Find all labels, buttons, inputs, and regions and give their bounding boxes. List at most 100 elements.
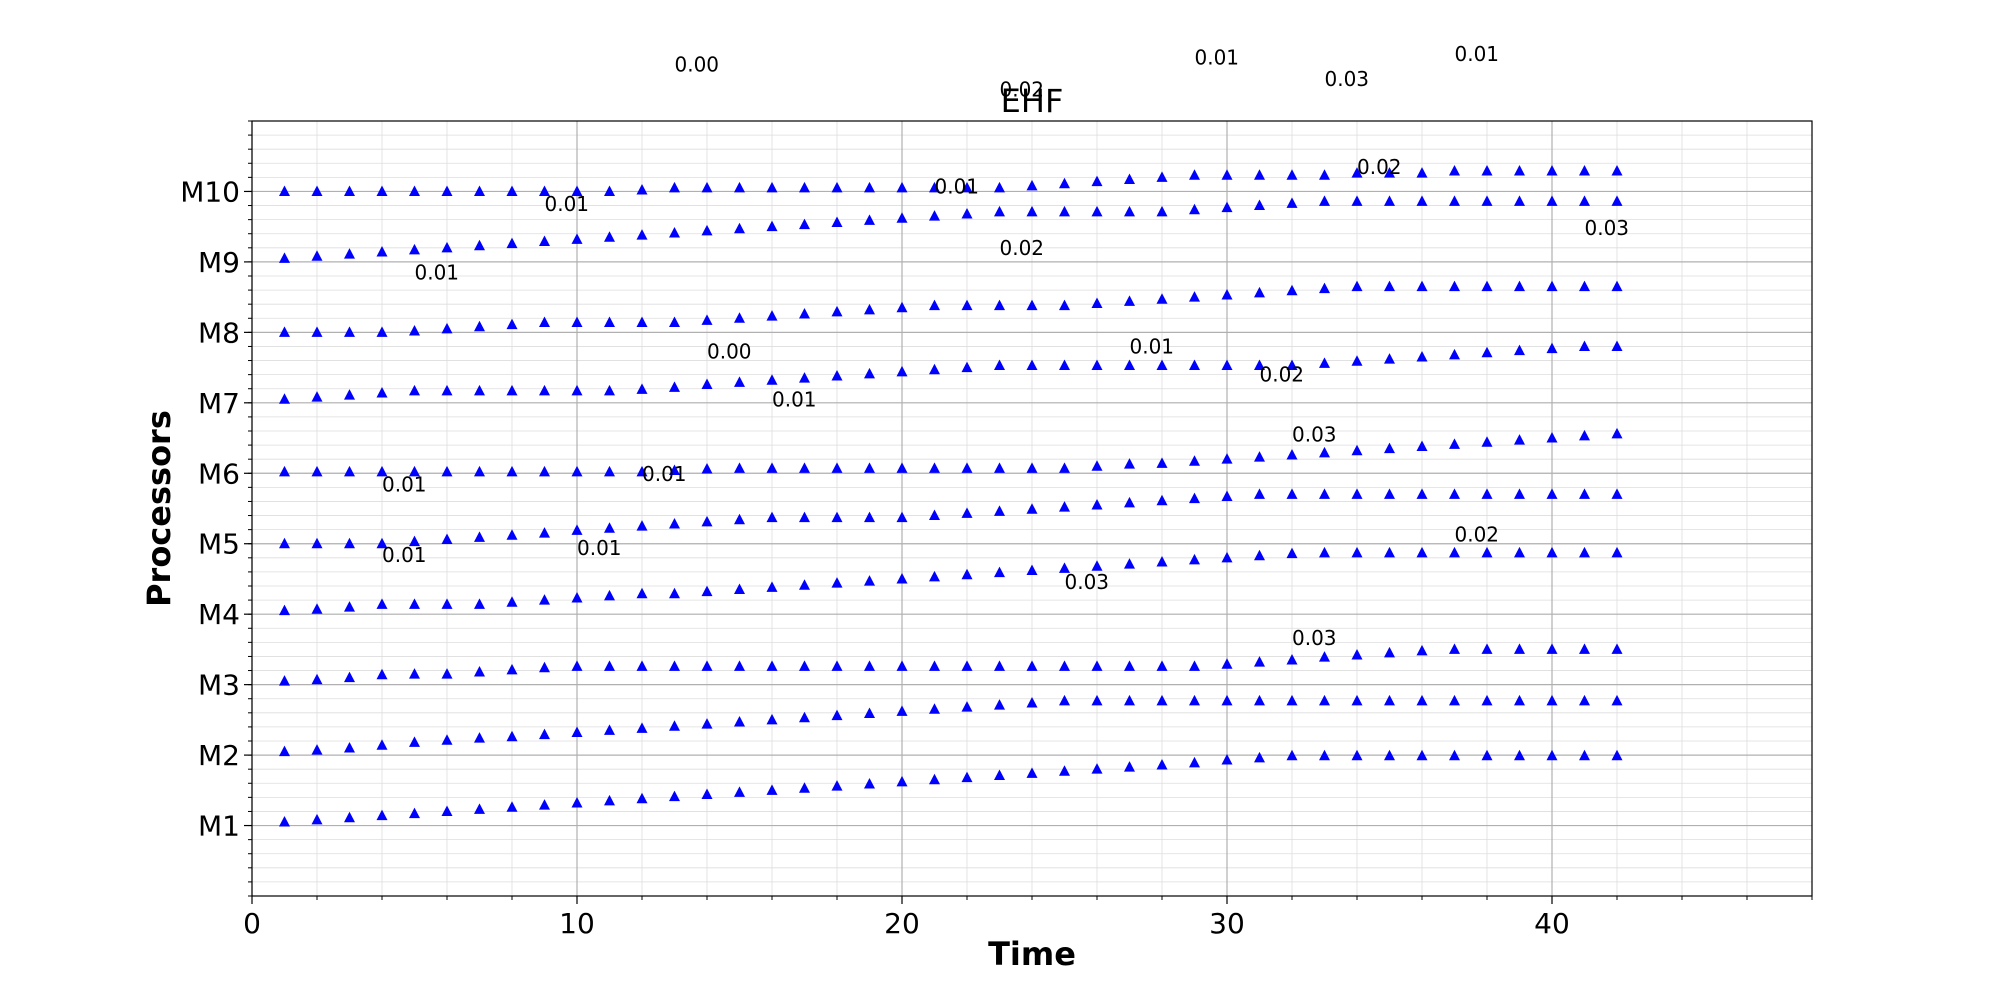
data-point [1351,444,1363,456]
x-tick-label: 10 [559,907,595,940]
y-tick-label: M3 [198,669,240,702]
data-point [1449,694,1460,706]
data-annotation: 0.01 [382,543,427,567]
data-point [1189,455,1200,466]
data-point [1124,694,1135,706]
data-point [474,598,485,609]
data-point [1091,694,1103,706]
data-point [1579,429,1590,441]
y-tick-label: M6 [198,457,240,490]
data-annotation: 0.01 [382,473,427,497]
data-point [1351,546,1363,558]
data-point [506,730,518,742]
data-point [1124,205,1135,217]
data-point [409,384,420,396]
data-point [1384,546,1395,558]
data-point [604,316,615,327]
data-point [604,589,615,601]
data-point [376,465,388,477]
data-point [766,181,778,193]
data-point [669,720,680,731]
data-point [799,711,810,723]
data-point [734,583,745,595]
data-point [571,726,583,738]
data-point [571,660,583,671]
x-axis-title: Time [988,935,1076,973]
data-point [929,773,940,785]
data-point [636,465,648,477]
data-point [1546,749,1558,761]
y-tick-label: M9 [198,246,240,279]
data-point [1319,546,1330,558]
data-point [1546,195,1558,206]
data-point [1514,344,1525,356]
data-point [409,668,420,679]
data-point [1579,195,1590,206]
data-point [1384,749,1395,761]
data-point [1611,195,1623,206]
data-point [409,324,420,336]
data-point [506,529,518,540]
data-point [929,210,940,221]
data-point [1286,359,1298,370]
data-point [1286,448,1298,460]
data-point [1189,359,1200,370]
data-point [1514,488,1525,499]
data-point [1611,427,1623,439]
data-point [896,365,908,377]
data-point [831,511,843,523]
data-point [1319,694,1330,706]
data-point [961,299,973,311]
data-point [1221,694,1233,706]
series-m6 [279,427,1623,477]
data-point [994,299,1005,311]
data-point [1319,488,1330,499]
series-m1 [279,749,1623,827]
data-annotation: 0.01 [772,387,817,411]
data-point [994,462,1005,473]
data-point [1319,195,1330,206]
data-point [1124,558,1135,569]
series-m7 [279,340,1623,404]
data-point [1059,462,1070,473]
data-point [929,181,940,193]
data-point [961,208,973,219]
data-point [799,660,810,671]
data-point [1319,446,1330,458]
data-point [1384,694,1395,706]
data-point [1546,546,1558,558]
data-point [1026,660,1038,671]
data-point [799,372,810,383]
data-point [994,505,1005,516]
data-point [1481,546,1493,558]
data-point [344,326,355,337]
data-point [604,231,615,242]
data-point [896,775,908,787]
data-point [1416,644,1428,656]
data-point [1286,197,1298,208]
data-point [994,359,1005,370]
data-point [1546,280,1558,292]
data-point [1254,751,1265,763]
chart-title: EHF [1001,82,1064,120]
axis-ticks [244,120,1813,904]
data-point [571,524,583,535]
data-point [604,185,615,196]
data-point [344,248,355,259]
data-point [604,522,615,533]
data-point [311,603,323,614]
data-point [279,465,290,477]
data-point [799,782,810,793]
data-annotation: 0.00 [675,53,720,77]
data-point [1091,660,1103,671]
data-point [636,229,648,240]
data-point [344,811,355,823]
data-point [994,181,1005,193]
data-point [1156,205,1168,217]
data-point [799,308,810,319]
data-point [1514,165,1525,176]
data-point [701,463,713,474]
data-point [1124,458,1135,469]
data-point [376,668,388,680]
